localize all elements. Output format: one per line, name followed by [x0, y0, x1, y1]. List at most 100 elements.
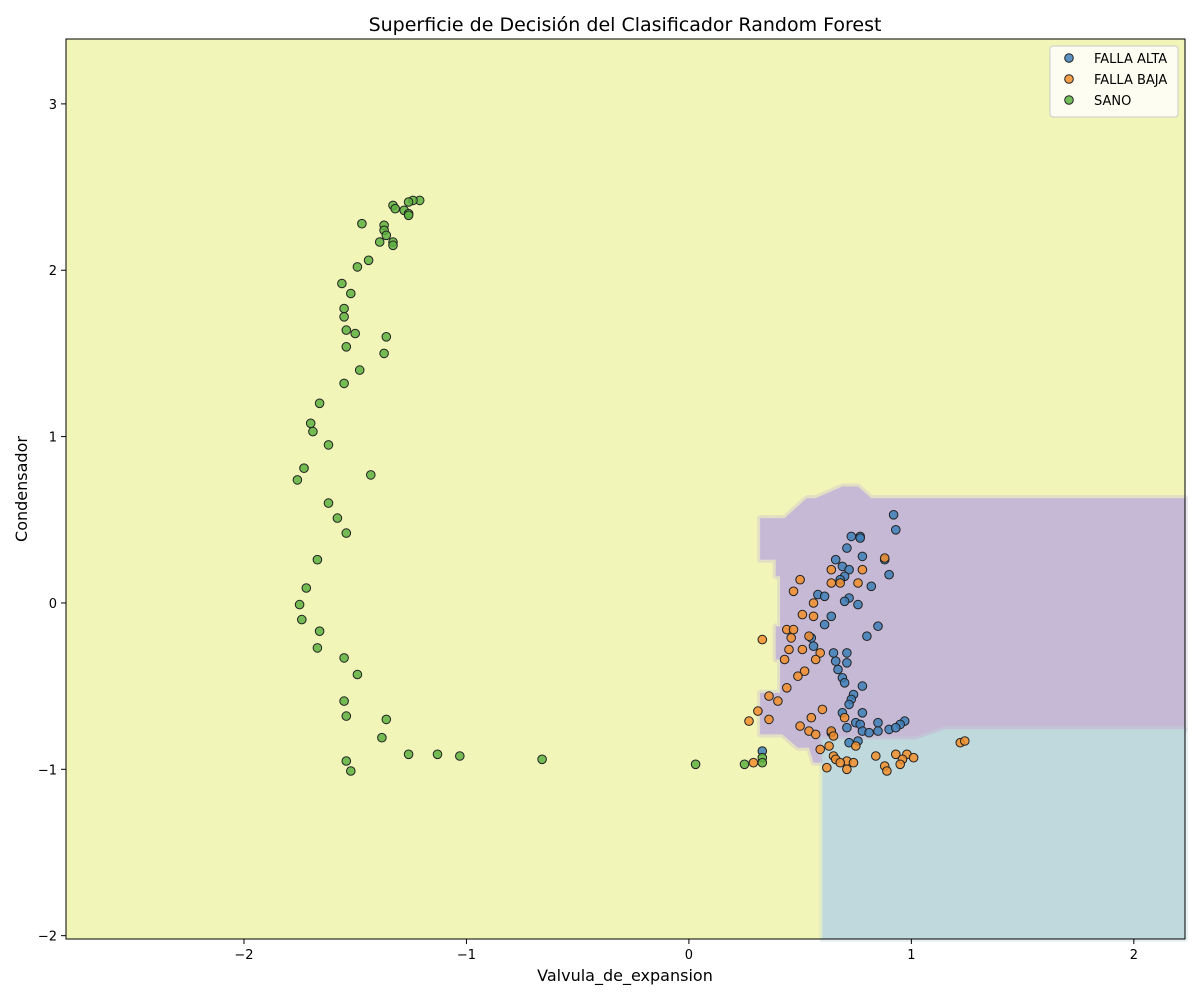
data-point [842, 543, 852, 553]
data-point [853, 578, 863, 588]
data-point [788, 586, 799, 597]
data-point [341, 528, 352, 538]
data-point [757, 757, 768, 768]
data-point [846, 531, 857, 542]
x-axis-title: Valvula_de_expansion [537, 966, 713, 986]
y-tick-label: 2 [49, 264, 57, 279]
data-point [339, 312, 349, 322]
data-point [799, 666, 810, 677]
data-point [857, 564, 868, 575]
data-point [844, 564, 854, 575]
data-point [366, 470, 376, 480]
data-point [815, 744, 826, 755]
data-point [764, 714, 774, 725]
legend: FALLA ALTA FALLA BAJA SANO [1049, 45, 1179, 118]
data-point [853, 599, 863, 610]
data-point [773, 696, 783, 706]
y-axis: −2 −1 0 1 2 3 [38, 98, 66, 945]
data-point [739, 759, 750, 770]
data-point [339, 696, 349, 706]
data-point [873, 717, 883, 728]
data-point [830, 554, 841, 565]
data-point [350, 328, 361, 339]
legend-box [1049, 45, 1179, 118]
data-point [357, 218, 367, 229]
data-point [826, 611, 837, 622]
data-point [312, 643, 323, 653]
data-point [432, 749, 443, 760]
data-point [294, 599, 305, 610]
data-point [806, 712, 817, 723]
data-point [788, 624, 799, 635]
data-point [848, 757, 859, 768]
data-point [341, 711, 352, 721]
data-point [381, 714, 392, 725]
data-point [842, 764, 852, 775]
data-point [292, 475, 303, 485]
data-points [292, 195, 970, 776]
data-point [810, 654, 821, 665]
data-point [332, 513, 343, 523]
data-point [873, 726, 883, 736]
data-point [891, 749, 901, 760]
data-point [835, 578, 846, 588]
data-point [862, 631, 872, 642]
data-point [810, 729, 821, 740]
data-point [826, 564, 837, 575]
data-point [352, 669, 363, 680]
data-point [301, 583, 312, 593]
data-point [377, 732, 387, 743]
y-tick-label: −2 [38, 930, 57, 945]
data-point [797, 644, 808, 655]
data-point [873, 621, 883, 632]
y-tick-label: −1 [38, 763, 57, 778]
data-point [323, 440, 334, 450]
data-point [388, 240, 398, 251]
data-point [857, 708, 868, 718]
data-point [793, 671, 803, 682]
data-point [744, 716, 754, 726]
data-point [305, 418, 316, 429]
data-point [299, 463, 309, 474]
data-point [857, 681, 868, 691]
data-point [824, 741, 834, 751]
data-point [866, 581, 877, 592]
data-point [895, 759, 906, 770]
data-point [882, 766, 892, 776]
data-point [828, 731, 839, 741]
data-point [390, 203, 401, 214]
data-point [455, 751, 465, 761]
data-point [819, 591, 830, 602]
data-point [374, 237, 385, 247]
data-point [341, 756, 352, 766]
data-point [690, 759, 701, 770]
data-point [817, 704, 828, 715]
data-point [795, 721, 805, 731]
data-point [833, 664, 843, 675]
data-point [381, 230, 392, 241]
chart-title: Superficie de Decisión del Clasificador … [369, 14, 882, 36]
data-point [339, 378, 349, 389]
data-point [839, 596, 850, 607]
data-point [842, 648, 852, 658]
data-point [826, 578, 837, 588]
data-point [857, 551, 868, 562]
data-point [960, 736, 970, 746]
data-point [753, 706, 763, 716]
y-axis-title: Condensador [12, 436, 31, 542]
data-point [381, 332, 392, 342]
x-tick-label: −1 [457, 948, 476, 963]
data-point [851, 741, 861, 751]
data-point [871, 751, 881, 761]
data-point [828, 648, 839, 658]
data-point [839, 678, 850, 688]
data-point [339, 303, 349, 314]
data-point [822, 762, 832, 773]
data-point [314, 398, 325, 409]
data-point [363, 255, 374, 266]
data-point [839, 712, 850, 723]
data-point [819, 619, 830, 630]
data-point [314, 626, 325, 637]
data-point [346, 288, 356, 299]
